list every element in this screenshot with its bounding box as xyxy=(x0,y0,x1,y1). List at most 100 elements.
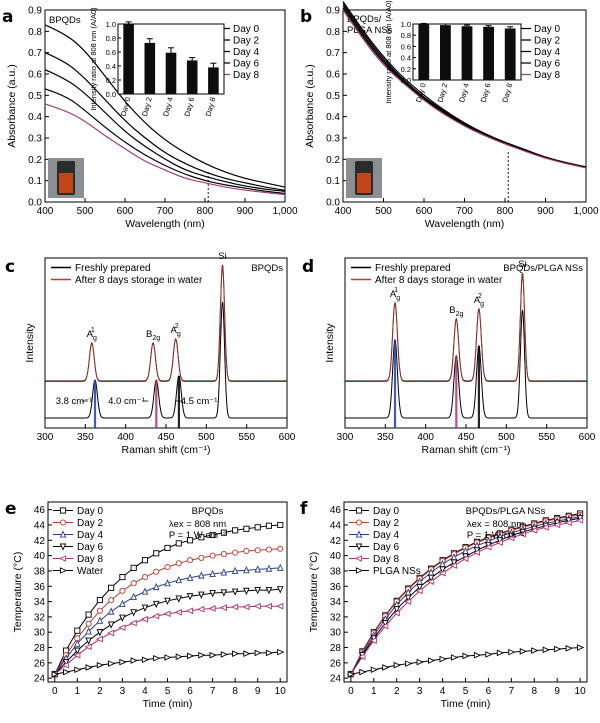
x-tick-label: 5 xyxy=(463,686,469,697)
data-point xyxy=(62,659,70,667)
y-tick-label: 0.9 xyxy=(28,6,42,17)
legend-label: Freshly prepared xyxy=(75,263,151,274)
series-line-aged xyxy=(45,265,287,382)
data-point xyxy=(209,531,216,538)
data-point xyxy=(277,521,284,529)
y-axis-label: Temperature (°C) xyxy=(308,552,320,633)
y-tick-label: 0.1 xyxy=(326,176,340,187)
data-point xyxy=(265,546,273,553)
y-tick-label: 38 xyxy=(34,566,46,577)
data-point xyxy=(484,543,492,551)
y-tick-label: 40 xyxy=(34,551,46,562)
legend-label: Day 8 xyxy=(534,70,561,81)
data-point xyxy=(175,560,182,567)
data-point xyxy=(208,605,216,612)
data-point xyxy=(84,643,92,651)
data-point xyxy=(198,651,206,659)
x-tick-label: 350 xyxy=(377,432,394,443)
data-point xyxy=(61,661,70,669)
data-point xyxy=(59,507,67,514)
data-point xyxy=(175,653,183,661)
peak-label: B2g xyxy=(146,329,160,342)
inset-y-tick-label: 0.0 xyxy=(401,76,411,85)
data-point xyxy=(495,539,503,546)
x-tick-label: 400 xyxy=(335,206,352,217)
data-point xyxy=(232,527,239,534)
peak-label: Si xyxy=(218,251,226,262)
legend-label: Day 8 xyxy=(373,554,400,565)
data-point xyxy=(405,660,413,667)
data-point xyxy=(164,654,172,661)
data-point xyxy=(392,609,400,617)
y-tick-label: 0.6 xyxy=(326,70,340,81)
y-tick-label: 34 xyxy=(34,597,46,608)
x-axis-label: Time (min) xyxy=(441,698,491,710)
inset-y-label: Intensity ratio at 808 nm (A/A0) xyxy=(89,7,98,111)
data-point xyxy=(140,615,149,623)
data-point xyxy=(449,562,458,569)
inset-y-tick-label: 0.2 xyxy=(401,65,411,74)
y-axis-label: Absorbance (a.u.) xyxy=(6,64,18,147)
data-point xyxy=(209,552,216,559)
inset-bar xyxy=(440,25,451,80)
panel-b: 400 500 600 700 800 900 1,000 Wavelength (nm) 0.… xyxy=(304,0,599,230)
legend-label: Freshly prepared xyxy=(375,263,451,274)
data-point xyxy=(355,543,363,551)
y-tick-label: 24 xyxy=(34,674,46,685)
legend-label: Day 4 xyxy=(373,530,400,541)
data-point xyxy=(507,534,515,542)
legend-label: After 8 days storage in water xyxy=(375,275,503,286)
data-point xyxy=(381,619,389,628)
data-point xyxy=(96,607,103,614)
x-tick-label: 800 xyxy=(497,206,514,217)
inset-bar xyxy=(418,24,430,80)
data-point xyxy=(164,597,171,605)
y-tick-label: 34 xyxy=(330,597,342,608)
inset-bar xyxy=(208,67,219,94)
peak-label: B2g xyxy=(449,305,463,318)
data-point xyxy=(186,593,194,601)
y-tick-label: 46 xyxy=(330,505,342,516)
data-point xyxy=(496,649,505,657)
x-axis-label: Time (min) xyxy=(143,698,193,710)
data-point xyxy=(164,544,171,552)
legend-label: Day 8 xyxy=(77,554,104,565)
series-line xyxy=(44,69,286,192)
data-point xyxy=(96,616,104,624)
legend-label: Day 4 xyxy=(77,530,104,541)
y-axis-label: Temperature (°C) xyxy=(12,552,24,633)
data-point xyxy=(231,566,239,574)
y-tick-label: 0.8 xyxy=(28,27,42,38)
data-point xyxy=(85,637,92,645)
data-point xyxy=(59,530,67,538)
legend-label: Water xyxy=(77,566,104,577)
vial-liquid xyxy=(357,173,371,193)
y-tick-label: 32 xyxy=(34,612,46,623)
x-tick-label: 800 xyxy=(197,206,214,217)
y-tick-label: 42 xyxy=(330,536,342,547)
inset-bar xyxy=(483,26,494,80)
y-tick-label: 38 xyxy=(330,566,342,577)
legend-label: Day 6 xyxy=(233,59,260,70)
y-tick-label: 28 xyxy=(34,643,46,654)
data-point xyxy=(186,537,194,544)
legend-label: Day 2 xyxy=(233,36,260,47)
data-point xyxy=(153,550,160,557)
data-point xyxy=(141,574,149,581)
inset-x-label: Day 6 xyxy=(479,82,493,103)
y-tick-label: 30 xyxy=(34,628,46,639)
legend-label: Day 0 xyxy=(233,24,260,35)
x-tick-label: 9 xyxy=(554,686,560,697)
y-axis-label: Intensity xyxy=(324,323,336,363)
data-point xyxy=(265,564,273,572)
data-point xyxy=(426,578,435,585)
series-line xyxy=(44,52,286,191)
data-point xyxy=(404,598,412,605)
data-point xyxy=(74,639,81,647)
legend-label: Day 8 xyxy=(233,70,260,81)
inset-y-tick-label: 0.6 xyxy=(106,48,116,57)
data-point xyxy=(243,547,250,555)
y-tick-label: 32 xyxy=(330,612,342,623)
data-point xyxy=(95,635,103,643)
data-point xyxy=(473,651,482,659)
